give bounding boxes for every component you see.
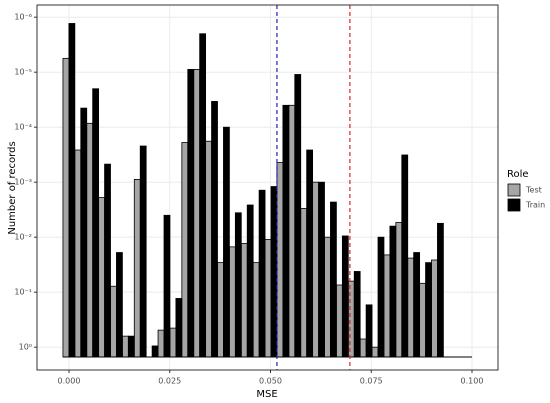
y-tick-label: 10⁻³ [14,178,32,187]
bar [211,101,218,358]
bar [395,222,403,358]
bar [240,243,248,358]
bar [98,197,105,358]
bar [169,327,177,358]
bar [389,225,397,358]
x-axis-label: MSE [256,389,277,400]
legend-label: Test [525,186,542,195]
bar [270,186,278,358]
bar [330,201,337,358]
bar [371,346,379,358]
bar [324,236,331,358]
bar [413,252,421,358]
bar [62,57,70,358]
bar [127,335,135,358]
y-tick-label: 10⁻⁴ [14,123,32,132]
bar [347,280,355,358]
bar [383,254,391,358]
y-tick-label: 10⁻⁶ [14,13,32,22]
bar [419,282,426,358]
bar [133,179,141,358]
bar [175,298,183,358]
bar [401,154,409,358]
bar [425,262,432,358]
y-tick-label: 10⁻² [14,233,32,242]
bar [234,212,242,358]
bar [276,162,284,358]
bar [335,284,343,358]
x-tick-label: 0.050 [259,377,282,386]
bar [193,69,201,358]
bar [223,126,230,358]
bar [258,189,266,358]
bar [187,69,195,358]
bar [228,246,236,358]
y-tick-label: 10⁰ [19,343,32,352]
bar [252,262,260,358]
bar [199,33,207,358]
bar [139,145,147,358]
x-tick-label: 0.075 [360,377,383,386]
bar [300,208,308,358]
legend-title: Role [507,169,529,180]
bar [407,257,415,358]
x-tick-label: 0.100 [461,377,484,386]
x-tick-label: 0.025 [158,377,181,386]
bar [68,23,76,358]
bar [86,122,94,358]
legend-key [507,183,521,197]
bar [306,149,314,358]
bar [74,149,82,358]
bar [282,104,290,358]
bar [431,259,438,358]
bar [92,88,100,358]
bar [181,142,189,358]
bar [217,262,224,358]
bar [110,285,117,358]
y-tick-label: 10⁻⁵ [14,68,32,77]
bar [437,222,444,358]
bar [365,304,373,358]
bar [151,345,159,358]
bar [205,140,212,358]
bar [80,107,88,358]
bar [359,338,367,358]
bar [288,104,296,358]
bar [377,236,385,358]
bar [121,335,129,358]
bar [312,181,319,358]
bar [104,163,111,358]
bar [341,235,349,358]
bar [294,74,302,358]
legend-label: Train [525,201,545,210]
y-axis-label: Number of records [7,141,18,234]
bar [353,271,361,358]
y-tick-label: 10⁻¹ [14,288,32,297]
bar [163,214,171,358]
legend-key [507,198,521,212]
bar [116,252,123,358]
panel-border [36,4,499,371]
x-tick-label: 0.000 [58,377,81,386]
bar [157,329,165,358]
bar [264,239,272,358]
bar [318,181,325,358]
bar [246,204,254,358]
